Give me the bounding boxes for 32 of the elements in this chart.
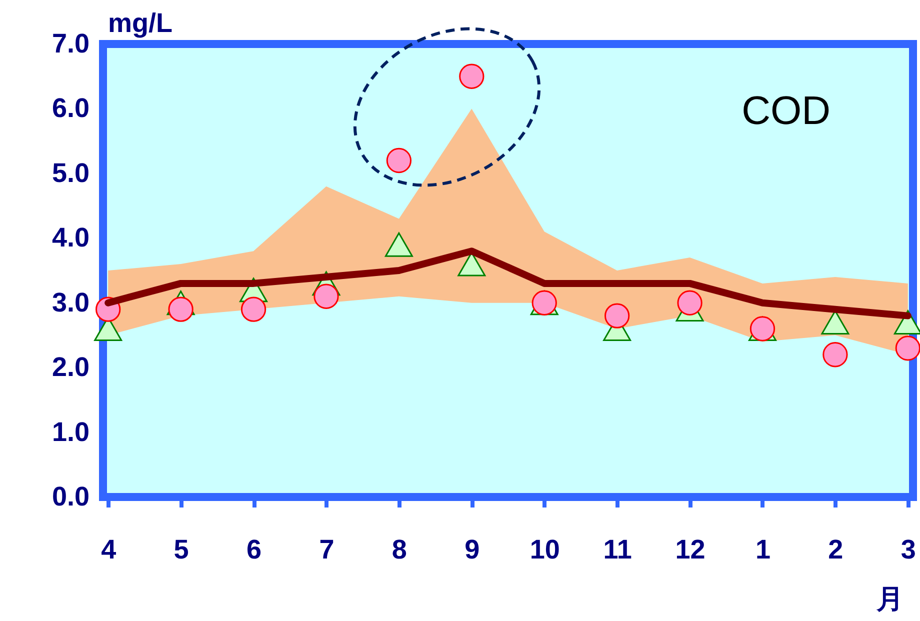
annotation: COD [742, 89, 830, 133]
point [677, 290, 702, 316]
y-tick-label: 2.0 [52, 352, 90, 382]
point [314, 284, 339, 309]
x-tick-label: 10 [530, 534, 560, 564]
x-tick-label: 5 [174, 534, 189, 564]
x-tick-label: 6 [246, 534, 262, 564]
point [386, 148, 412, 174]
y-tick-label: 1.0 [52, 416, 90, 447]
y-tick-label: 4.0 [52, 222, 90, 253]
x-tick-label: 2 [828, 534, 844, 564]
x-tick-label: 7 [319, 534, 334, 564]
point [240, 296, 266, 322]
y-tick-label: 7.0 [52, 28, 90, 58]
x-tick-label: 4 [101, 534, 116, 564]
point [384, 232, 413, 257]
point [895, 336, 920, 361]
x-tick-label: 3 [900, 534, 916, 564]
x-axis-title: 月 [876, 584, 904, 614]
y-tick-label: 3.0 [52, 287, 90, 318]
x-tick-label: 11 [603, 534, 632, 564]
point [459, 64, 484, 89]
point [604, 303, 630, 328]
x-tick-label: 9 [464, 534, 480, 564]
x-tick-label: 8 [392, 534, 407, 564]
x-tick-label: 12 [675, 534, 706, 564]
y-tick-label: 0.0 [52, 482, 90, 512]
y-tick-label: 5.0 [52, 158, 90, 188]
y-tick-label: 6.0 [52, 93, 90, 124]
point [822, 342, 848, 368]
y-axis-title: mg/L [108, 8, 172, 38]
x-tick-label: 1 [755, 534, 771, 564]
